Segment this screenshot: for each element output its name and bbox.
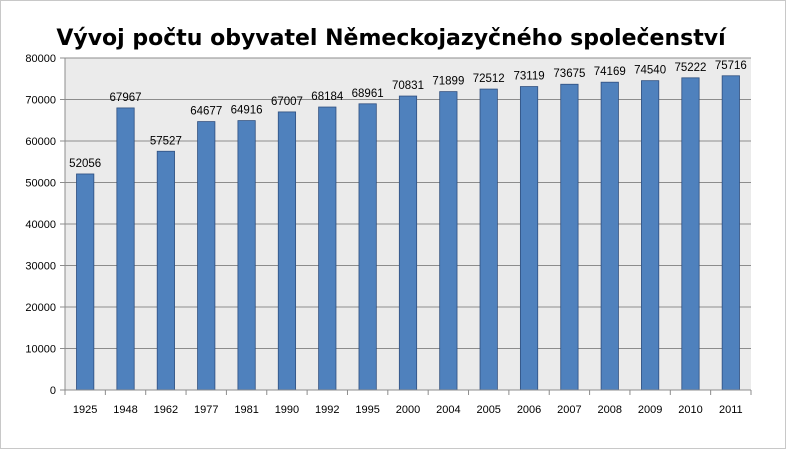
bar-2004 [439, 91, 458, 391]
data-label-1962: 57527 [150, 135, 182, 147]
x-tick-label-1990: 1990 [275, 404, 299, 416]
x-tick-label-1977: 1977 [194, 404, 218, 416]
bar-1962 [156, 150, 175, 391]
y-tick-label: 30000 [25, 261, 56, 273]
y-tick-label: 40000 [25, 219, 56, 231]
data-label-2004: 71899 [432, 76, 464, 88]
bar-2006 [519, 86, 539, 391]
bar-1948 [116, 107, 135, 391]
x-tick-label-2011: 2011 [719, 404, 743, 416]
x-tick-label-2008: 2008 [598, 404, 622, 416]
data-label-2008: 74169 [594, 66, 626, 78]
data-label-1977: 64677 [190, 106, 222, 118]
y-tick-label: 80000 [25, 53, 56, 65]
data-labels: 52056 67967 57527 64677 64916 67007 68184 68961… [69, 60, 747, 170]
bar-2000 [398, 95, 418, 391]
x-tick-label-2004: 2004 [436, 404, 460, 416]
x-tick-label-2009: 2009 [638, 404, 662, 416]
chart-title: Vývoj počtu obyvatel Německojazyčného sp… [56, 26, 727, 51]
bar-1981 [237, 120, 256, 391]
bar-1977 [197, 121, 216, 391]
bar-1995 [358, 103, 377, 391]
bar-2010 [681, 77, 700, 391]
x-tick-label-2006: 2006 [517, 404, 541, 416]
data-label-2007: 73675 [553, 68, 585, 80]
bar-1992 [318, 106, 337, 391]
x-tick-label-2010: 2010 [678, 404, 702, 416]
data-label-1995: 68961 [352, 88, 384, 100]
y-tick-label: 20000 [25, 302, 56, 314]
data-label-2000: 70831 [392, 80, 424, 92]
x-tick-label-2000: 2000 [396, 404, 420, 416]
x-tick-label-1925: 1925 [73, 404, 97, 416]
bar-1925 [76, 173, 95, 391]
data-label-2005: 72512 [473, 73, 505, 85]
x-tick-label-1962: 1962 [154, 404, 178, 416]
bar-2009 [641, 80, 660, 391]
data-label-1925: 52056 [69, 158, 101, 170]
bar-1990 [277, 111, 297, 391]
data-label-2011: 75716 [715, 60, 747, 72]
x-tick-label-2005: 2005 [476, 404, 500, 416]
y-tick-label: 50000 [25, 178, 56, 190]
bar-2011 [721, 75, 740, 391]
y-tick-label: 10000 [25, 344, 56, 356]
data-label-1992: 68184 [311, 91, 344, 103]
y-tick-label: 0 [50, 385, 56, 397]
bar-2008 [600, 81, 619, 391]
data-label-1948: 67967 [110, 92, 142, 104]
y-tick-label: 70000 [25, 95, 56, 107]
data-label-2010: 75222 [674, 62, 706, 74]
data-label-2009: 74540 [634, 65, 666, 77]
y-axis-ticks: 0 10000 20000 30000 40000 50000 60000 70000 8000… [25, 53, 65, 397]
x-axis-ticks: 1925 1948 1962 1977 1981 1990 1992 1995 2000 2004… [64, 390, 752, 416]
x-tick-label-1992: 1992 [315, 404, 339, 416]
bar-2005 [479, 88, 498, 391]
data-label-1981: 64916 [231, 105, 263, 117]
data-label-2006: 73119 [513, 71, 544, 83]
data-label-1990: 67007 [271, 96, 303, 108]
y-tick-label: 60000 [25, 136, 56, 148]
bar-2007 [560, 83, 579, 391]
x-tick-label-1995: 1995 [355, 404, 379, 416]
x-tick-label-1981: 1981 [234, 404, 258, 416]
x-tick-label-1948: 1948 [113, 404, 137, 416]
x-tick-label-2007: 2007 [557, 404, 581, 416]
